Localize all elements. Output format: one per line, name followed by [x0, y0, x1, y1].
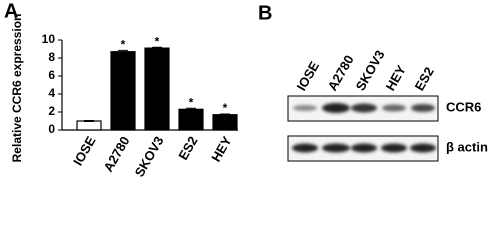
y-tick-label: 8 [48, 50, 55, 64]
band-label: β actin [446, 139, 488, 154]
y-axis-label: Relative CCR6 expression [10, 14, 24, 163]
lane-label: IOSE [294, 59, 323, 94]
panel-label: B [258, 2, 272, 24]
error-bar [118, 49, 128, 54]
significance-marker: * [189, 95, 194, 109]
x-tick-label: HEY [208, 133, 235, 164]
error-bar [152, 46, 162, 50]
figure: A B Relative CCR6 expression CCR6 β acti… [4, 0, 488, 180]
blot-bands [292, 103, 436, 153]
error-bar [220, 113, 230, 116]
band [351, 103, 377, 113]
x-tick-label: A2780 [100, 134, 132, 175]
band [410, 143, 436, 153]
bar [144, 47, 170, 131]
y-tick-label: 6 [48, 68, 55, 82]
x-tick-label: SKOV3 [132, 134, 167, 180]
significance-marker: * [223, 101, 228, 115]
x-tick-label: IOSE [70, 133, 99, 168]
significance-marker: * [155, 34, 160, 48]
x-tick-label: ES2 [175, 134, 200, 163]
band [382, 104, 406, 112]
band [322, 143, 350, 153]
y-tick-label: 10 [42, 32, 56, 46]
y-tick-label: 2 [48, 104, 55, 118]
y-tick-label: 0 [48, 122, 55, 136]
lane-label: ES2 [412, 64, 437, 93]
error-bar [84, 120, 94, 122]
error-bar [186, 107, 196, 111]
bar [178, 108, 204, 131]
band-label: CCR6 [446, 99, 481, 114]
significance-marker: * [121, 38, 126, 52]
band [351, 143, 377, 153]
lane-label: HEY [383, 62, 410, 93]
panel-label: A [4, 0, 18, 22]
band [292, 143, 318, 153]
bar [212, 114, 238, 131]
y-tick-label: 4 [48, 86, 55, 100]
bar [110, 51, 136, 131]
band [293, 105, 317, 111]
bar [76, 120, 102, 131]
band [411, 104, 435, 112]
lane-label: A2780 [325, 53, 357, 94]
band [381, 143, 407, 153]
band [322, 103, 350, 113]
